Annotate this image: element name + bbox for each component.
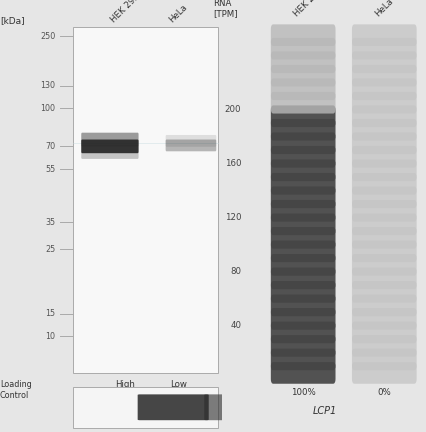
FancyBboxPatch shape xyxy=(351,281,416,303)
Text: 55: 55 xyxy=(45,165,55,174)
FancyBboxPatch shape xyxy=(165,140,216,151)
FancyBboxPatch shape xyxy=(351,119,416,140)
Text: 200: 200 xyxy=(224,105,241,114)
FancyBboxPatch shape xyxy=(351,133,416,154)
Text: 100: 100 xyxy=(40,104,55,113)
Text: Low: Low xyxy=(170,380,186,389)
FancyBboxPatch shape xyxy=(73,387,217,428)
FancyBboxPatch shape xyxy=(351,78,416,100)
FancyBboxPatch shape xyxy=(165,135,216,147)
FancyBboxPatch shape xyxy=(351,321,416,343)
Text: 130: 130 xyxy=(40,81,55,90)
Text: High: High xyxy=(115,380,135,389)
FancyBboxPatch shape xyxy=(351,349,416,370)
FancyBboxPatch shape xyxy=(351,267,416,289)
Text: RNA
[TPM]: RNA [TPM] xyxy=(213,0,238,18)
FancyBboxPatch shape xyxy=(351,335,416,357)
FancyBboxPatch shape xyxy=(351,295,416,316)
Text: 25: 25 xyxy=(45,245,55,254)
FancyBboxPatch shape xyxy=(351,51,416,73)
FancyBboxPatch shape xyxy=(81,145,138,159)
Text: 10: 10 xyxy=(46,332,55,341)
FancyBboxPatch shape xyxy=(351,187,416,208)
FancyBboxPatch shape xyxy=(73,27,217,372)
FancyBboxPatch shape xyxy=(270,38,335,60)
FancyBboxPatch shape xyxy=(270,24,335,46)
FancyBboxPatch shape xyxy=(270,92,335,114)
Text: LCP1: LCP1 xyxy=(312,406,336,416)
FancyBboxPatch shape xyxy=(351,200,416,222)
FancyBboxPatch shape xyxy=(270,308,335,330)
FancyBboxPatch shape xyxy=(81,140,138,153)
Text: 80: 80 xyxy=(230,267,241,276)
Text: 70: 70 xyxy=(45,142,55,151)
FancyBboxPatch shape xyxy=(270,159,335,181)
FancyBboxPatch shape xyxy=(270,146,335,168)
FancyBboxPatch shape xyxy=(270,105,335,127)
FancyBboxPatch shape xyxy=(270,267,335,289)
FancyBboxPatch shape xyxy=(351,241,416,262)
Text: HeLa: HeLa xyxy=(167,3,188,25)
FancyBboxPatch shape xyxy=(351,24,416,46)
Text: 100%: 100% xyxy=(290,388,315,397)
FancyBboxPatch shape xyxy=(204,394,275,420)
FancyBboxPatch shape xyxy=(270,119,335,140)
FancyBboxPatch shape xyxy=(351,38,416,60)
FancyBboxPatch shape xyxy=(351,213,416,235)
FancyBboxPatch shape xyxy=(351,146,416,168)
FancyBboxPatch shape xyxy=(270,227,335,249)
FancyBboxPatch shape xyxy=(137,394,208,420)
FancyBboxPatch shape xyxy=(270,241,335,262)
FancyBboxPatch shape xyxy=(351,173,416,194)
FancyBboxPatch shape xyxy=(270,213,335,235)
FancyBboxPatch shape xyxy=(270,133,335,154)
Text: HeLa: HeLa xyxy=(373,0,394,18)
FancyBboxPatch shape xyxy=(270,281,335,303)
FancyBboxPatch shape xyxy=(270,200,335,222)
FancyBboxPatch shape xyxy=(351,227,416,249)
Text: HEK 293: HEK 293 xyxy=(109,0,141,25)
FancyBboxPatch shape xyxy=(351,159,416,181)
Text: 250: 250 xyxy=(40,32,55,41)
FancyBboxPatch shape xyxy=(351,105,416,127)
FancyBboxPatch shape xyxy=(351,254,416,276)
Text: 160: 160 xyxy=(224,159,241,168)
Text: 0%: 0% xyxy=(377,388,390,397)
Text: 40: 40 xyxy=(230,321,241,330)
Text: 35: 35 xyxy=(45,218,55,227)
Text: Loading
Control: Loading Control xyxy=(0,380,32,400)
Text: 15: 15 xyxy=(45,309,55,318)
FancyBboxPatch shape xyxy=(270,335,335,357)
FancyBboxPatch shape xyxy=(270,51,335,73)
FancyBboxPatch shape xyxy=(351,65,416,86)
FancyBboxPatch shape xyxy=(270,349,335,370)
FancyBboxPatch shape xyxy=(270,78,335,100)
FancyBboxPatch shape xyxy=(270,362,335,384)
FancyBboxPatch shape xyxy=(81,133,138,146)
Text: [kDa]: [kDa] xyxy=(0,16,25,25)
FancyBboxPatch shape xyxy=(351,308,416,330)
FancyBboxPatch shape xyxy=(270,173,335,194)
FancyBboxPatch shape xyxy=(270,295,335,316)
FancyBboxPatch shape xyxy=(270,321,335,343)
FancyBboxPatch shape xyxy=(270,187,335,208)
FancyBboxPatch shape xyxy=(270,254,335,276)
FancyBboxPatch shape xyxy=(351,92,416,114)
FancyBboxPatch shape xyxy=(351,362,416,384)
Text: 120: 120 xyxy=(224,213,241,222)
Text: HEK 293: HEK 293 xyxy=(292,0,324,18)
FancyBboxPatch shape xyxy=(270,65,335,86)
